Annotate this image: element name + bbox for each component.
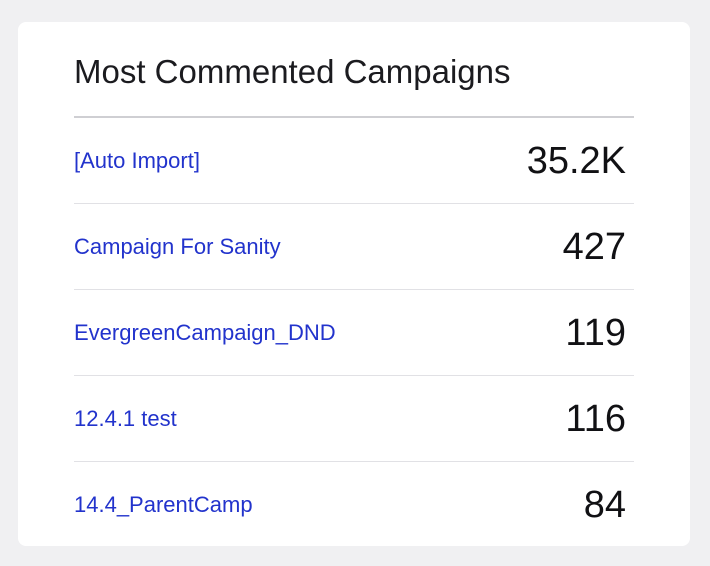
campaign-row: EvergreenCampaign_DND 119	[74, 290, 634, 376]
campaign-link[interactable]: Campaign For Sanity	[74, 234, 281, 259]
comment-count: 35.2K	[526, 140, 626, 182]
most-commented-campaigns-card: Most Commented Campaigns [Auto Import] 3…	[18, 22, 690, 546]
campaign-link[interactable]: [Auto Import]	[74, 148, 200, 173]
campaign-list: [Auto Import] 35.2K Campaign For Sanity …	[74, 118, 634, 548]
campaign-link[interactable]: 12.4.1 test	[74, 406, 177, 431]
campaign-row: 14.4_ParentCamp 84	[74, 462, 634, 548]
title-divider	[74, 116, 634, 118]
campaign-row: 12.4.1 test 116	[74, 376, 634, 462]
comment-count: 84	[583, 484, 626, 526]
comment-count: 427	[562, 226, 626, 268]
comment-count: 116	[565, 398, 626, 440]
card-title: Most Commented Campaigns	[74, 53, 511, 90]
campaign-link[interactable]: EvergreenCampaign_DND	[74, 320, 336, 345]
campaign-row: Campaign For Sanity 427	[74, 204, 634, 290]
campaign-link[interactable]: 14.4_ParentCamp	[74, 492, 253, 517]
campaign-row: [Auto Import] 35.2K	[74, 118, 634, 204]
comment-count: 119	[565, 312, 626, 354]
